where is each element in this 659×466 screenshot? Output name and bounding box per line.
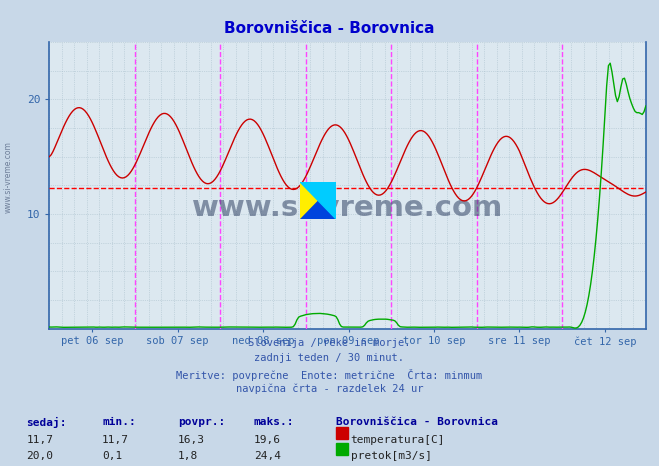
Text: Borovniščica - Borovnica: Borovniščica - Borovnica [224, 21, 435, 36]
Text: pretok[m3/s]: pretok[m3/s] [351, 451, 432, 460]
Text: 0,1: 0,1 [102, 451, 123, 460]
Polygon shape [300, 182, 336, 219]
Text: 24,4: 24,4 [254, 451, 281, 460]
Text: sedaj:: sedaj: [26, 417, 67, 428]
Text: temperatura[C]: temperatura[C] [351, 435, 445, 445]
Text: www.si-vreme.com: www.si-vreme.com [3, 141, 13, 213]
Text: Slovenija / reke in morje.: Slovenija / reke in morje. [248, 338, 411, 348]
Text: 20,0: 20,0 [26, 451, 53, 460]
Text: zadnji teden / 30 minut.: zadnji teden / 30 minut. [254, 353, 405, 363]
Text: 16,3: 16,3 [178, 435, 205, 445]
Polygon shape [300, 182, 336, 219]
Text: www.si-vreme.com: www.si-vreme.com [192, 194, 503, 222]
Text: Borovniščica - Borovnica: Borovniščica - Borovnica [336, 417, 498, 427]
Text: 19,6: 19,6 [254, 435, 281, 445]
Text: 11,7: 11,7 [102, 435, 129, 445]
Text: 11,7: 11,7 [26, 435, 53, 445]
Text: 1,8: 1,8 [178, 451, 198, 460]
Polygon shape [300, 182, 336, 219]
Text: maks.:: maks.: [254, 417, 294, 427]
Text: Meritve: povprečne  Enote: metrične  Črta: minmum: Meritve: povprečne Enote: metrične Črta:… [177, 369, 482, 381]
Text: navpična črta - razdelek 24 ur: navpična črta - razdelek 24 ur [236, 384, 423, 395]
Text: min.:: min.: [102, 417, 136, 427]
Text: povpr.:: povpr.: [178, 417, 225, 427]
